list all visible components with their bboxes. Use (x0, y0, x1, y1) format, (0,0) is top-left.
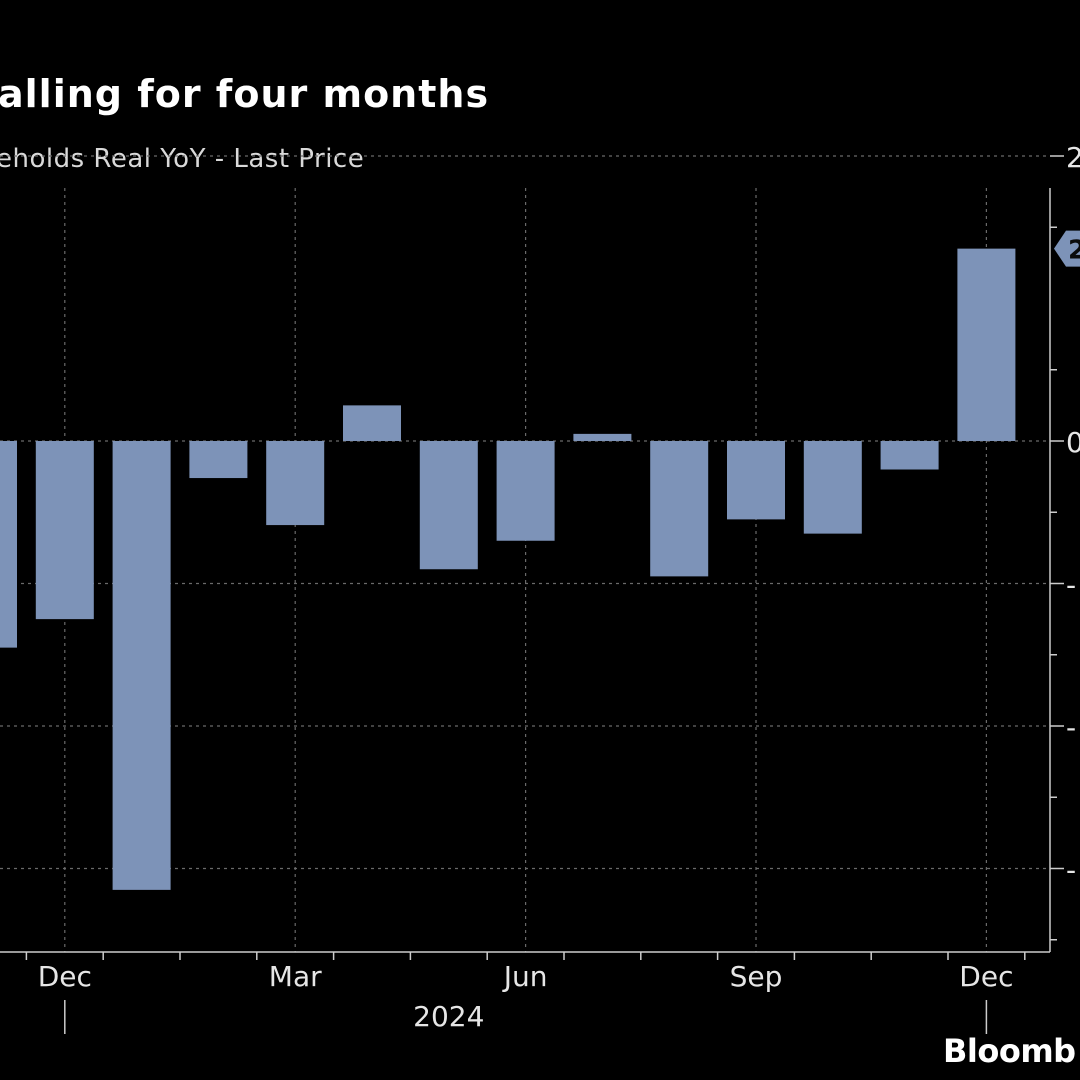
bar (189, 441, 248, 479)
x-tick-label: Dec (959, 960, 1013, 993)
bar (957, 248, 1016, 441)
y-tick-label: 0 (1066, 426, 1080, 459)
x-tick-label: Dec (38, 960, 92, 993)
axis-labels: 2 0 - - - Dec Mar Jun Sep Dec 2024 2 (38, 141, 1080, 1033)
bars (0, 248, 1016, 890)
y-tick-label: - (1066, 854, 1076, 887)
bar (343, 405, 401, 441)
bar (573, 433, 632, 441)
bar (419, 441, 478, 570)
bar (266, 441, 325, 526)
chart-title: alling for four months (0, 72, 490, 116)
x-tick-label: Mar (269, 960, 322, 993)
last-value-label: 2 (1068, 236, 1080, 266)
bar (650, 441, 709, 577)
y-tick-label: - (1066, 711, 1076, 744)
x-tick-label: Jun (502, 960, 548, 993)
bloomberg-logo: Bloomb (943, 1032, 1076, 1070)
bar (35, 441, 94, 620)
bar (496, 441, 555, 541)
last-value-badge (1054, 230, 1080, 267)
axes (0, 155, 1064, 1034)
bar (0, 441, 17, 648)
bar (727, 441, 785, 520)
bar (803, 441, 862, 534)
last-value-marker: 2 (1054, 230, 1080, 267)
chart-subtitle: eholds Real YoY - Last Price (0, 144, 365, 174)
year-label: 2024 (413, 1000, 484, 1033)
y-tick-label: 2 (1066, 141, 1080, 174)
y-tick-label: - (1066, 569, 1076, 602)
bar (112, 441, 171, 890)
x-tick-label: Sep (730, 960, 783, 993)
bar (880, 441, 939, 470)
